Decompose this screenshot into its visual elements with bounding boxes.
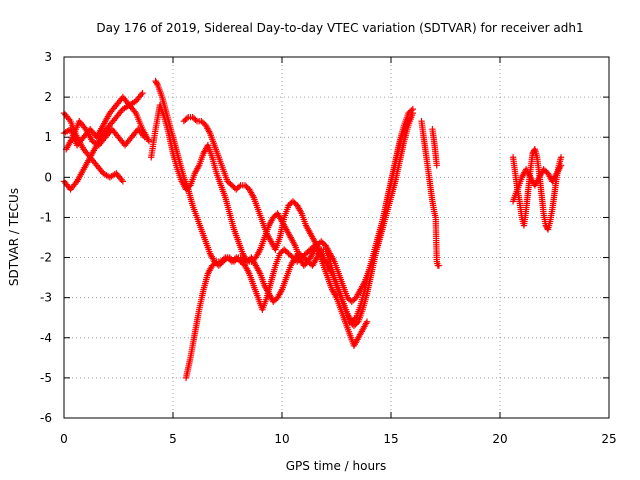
x-tick-label: 20 <box>492 432 507 446</box>
plus-marker <box>363 318 371 325</box>
y-tick-label: -6 <box>40 411 52 425</box>
y-tick-label: -5 <box>40 371 52 385</box>
plus-marker <box>139 89 146 97</box>
plus-marker <box>220 255 228 263</box>
plot-frame <box>63 56 610 419</box>
series-track-11 <box>509 146 565 233</box>
y-axis-label: SDTVAR / TECUs <box>7 188 21 286</box>
plus-marker <box>235 183 243 190</box>
y-tick-label: -3 <box>40 291 52 305</box>
plus-marker <box>433 162 440 169</box>
plus-marker <box>141 134 148 141</box>
series-track-8 <box>180 113 414 329</box>
plus-marker <box>557 162 565 169</box>
y-tick-label: -2 <box>40 251 52 265</box>
x-axis-label: GPS time / hours <box>286 459 387 473</box>
series-track-1 <box>60 93 153 149</box>
series-track-7 <box>148 101 416 305</box>
y-tick-label: 0 <box>44 170 52 184</box>
axis-ticks <box>63 56 610 419</box>
plus-marker <box>435 262 443 269</box>
series-track-4 <box>62 117 148 153</box>
plus-marker <box>557 154 565 161</box>
x-tick-label: 15 <box>383 432 398 446</box>
y-tick-label: 1 <box>44 130 52 144</box>
plus-marker <box>119 178 127 185</box>
y-tick-label: 3 <box>44 50 52 64</box>
y-tick-labels: -6 -5 -4 -3 -2 -1 0 1 2 3 <box>40 50 52 425</box>
x-tick-label: 5 <box>169 432 177 446</box>
series-track-9 <box>418 117 443 269</box>
plus-marker <box>183 115 191 122</box>
plus-marker <box>353 319 361 327</box>
gridlines <box>64 57 609 418</box>
x-tick-label: 0 <box>60 432 68 446</box>
x-tick-labels: 0 5 10 15 20 25 <box>60 432 616 446</box>
chart-title: Day 176 of 2019, Sidereal Day-to-day VTE… <box>96 21 583 35</box>
plus-marker <box>145 138 153 145</box>
plus-marker <box>407 113 414 121</box>
y-tick-label: 2 <box>44 90 52 104</box>
series-track-3 <box>60 89 146 193</box>
series-track-12 <box>509 162 565 205</box>
plus-marker <box>409 109 416 117</box>
plus-marker <box>185 183 193 190</box>
plus-marker <box>192 116 199 124</box>
series-track-10 <box>429 126 440 169</box>
plus-marker <box>351 315 358 323</box>
y-tick-label: -1 <box>40 210 52 224</box>
plus-marker <box>153 80 161 87</box>
plus-marker <box>211 259 219 267</box>
x-tick-label: 25 <box>601 432 616 446</box>
y-tick-label: -4 <box>40 331 52 345</box>
plus-marker <box>233 255 241 263</box>
x-tick-label: 10 <box>274 432 289 446</box>
data-marks <box>60 77 565 382</box>
